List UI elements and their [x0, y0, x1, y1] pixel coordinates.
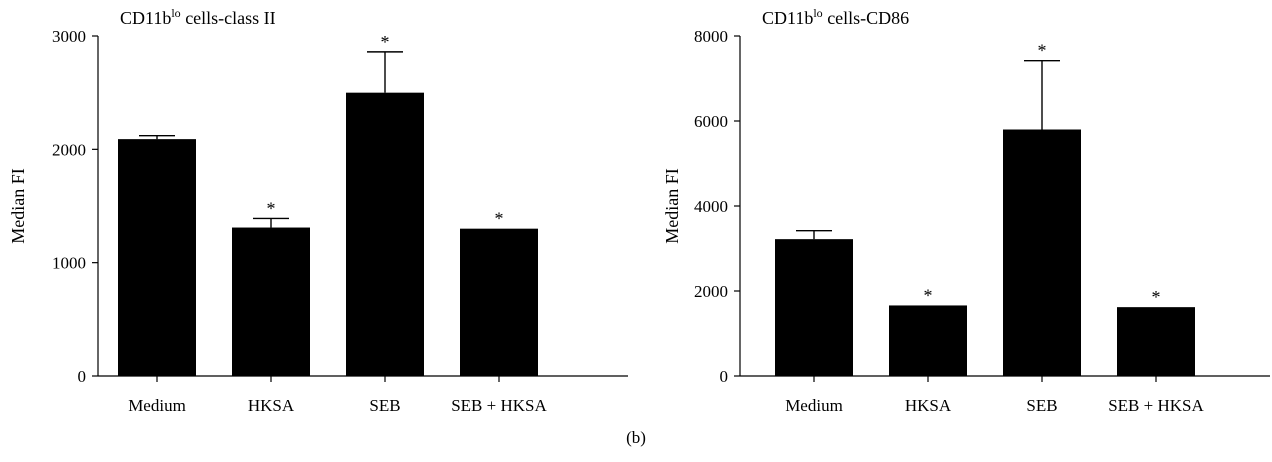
bar	[775, 239, 853, 376]
bar	[232, 227, 310, 376]
y-tick-label: 0	[78, 367, 87, 386]
y-tick-label: 0	[720, 367, 729, 386]
bar	[1003, 129, 1081, 376]
x-tick-label: SEB + HKSA	[1108, 396, 1204, 415]
chart-title: CD11blo cells-CD86	[762, 6, 909, 28]
y-axis-label: Median FI	[662, 168, 682, 244]
y-tick-label: 3000	[52, 27, 86, 46]
x-tick-label: SEB	[369, 396, 400, 415]
significance-star: *	[381, 32, 390, 52]
x-tick-label: HKSA	[905, 396, 952, 415]
chart-title: CD11blo cells-class II	[120, 6, 276, 28]
bar	[460, 228, 538, 376]
x-tick-label: SEB + HKSA	[451, 396, 547, 415]
x-tick-label: Medium	[785, 396, 843, 415]
bar	[346, 92, 424, 377]
x-tick-label: SEB	[1026, 396, 1057, 415]
chart-class-ii: CD11blo cells-class II Median FI 0 1000 2000…	[8, 6, 628, 415]
significance-star: *	[924, 285, 933, 305]
y-tick-label: 1000	[52, 254, 86, 273]
x-tick-label: Medium	[128, 396, 186, 415]
bar	[1117, 307, 1195, 376]
y-tick-label: 6000	[694, 112, 728, 131]
significance-star: *	[1152, 287, 1161, 307]
significance-star: *	[495, 209, 504, 229]
y-tick-label: 2000	[52, 140, 86, 159]
significance-star: *	[1038, 41, 1047, 61]
bar	[889, 305, 967, 376]
bar	[118, 139, 196, 376]
x-tick-label: HKSA	[248, 396, 295, 415]
y-tick-label: 4000	[694, 197, 728, 216]
significance-star: *	[267, 198, 276, 218]
y-axis-label: Median FI	[8, 168, 28, 244]
figure-caption: (b)	[626, 428, 646, 447]
y-tick-label: 2000	[694, 282, 728, 301]
chart-cd86: CD11blo cells-CD86 Median FI 0 2000 4000 6000…	[662, 6, 1270, 415]
y-tick-label: 8000	[694, 27, 728, 46]
